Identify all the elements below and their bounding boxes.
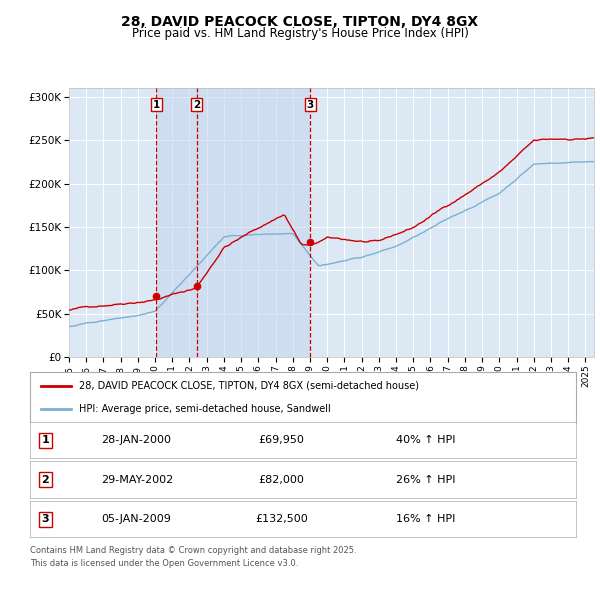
Text: This data is licensed under the Open Government Licence v3.0.: This data is licensed under the Open Gov… xyxy=(30,559,298,568)
Text: Price paid vs. HM Land Registry's House Price Index (HPI): Price paid vs. HM Land Registry's House … xyxy=(131,27,469,40)
Text: 40% ↑ HPI: 40% ↑ HPI xyxy=(396,435,455,445)
Text: 2: 2 xyxy=(41,475,49,484)
Text: 1: 1 xyxy=(152,100,160,110)
Text: 3: 3 xyxy=(41,514,49,524)
Text: £82,000: £82,000 xyxy=(258,475,304,484)
Text: £132,500: £132,500 xyxy=(255,514,308,524)
Text: 3: 3 xyxy=(307,100,314,110)
Text: 1: 1 xyxy=(41,435,49,445)
Text: 26% ↑ HPI: 26% ↑ HPI xyxy=(396,475,455,484)
Text: 2: 2 xyxy=(193,100,200,110)
Text: 05-JAN-2009: 05-JAN-2009 xyxy=(101,514,171,524)
Text: 28, DAVID PEACOCK CLOSE, TIPTON, DY4 8GX (semi-detached house): 28, DAVID PEACOCK CLOSE, TIPTON, DY4 8GX… xyxy=(79,381,419,391)
Bar xyxy=(156,88,310,357)
Text: 29-MAY-2002: 29-MAY-2002 xyxy=(101,475,173,484)
Text: 16% ↑ HPI: 16% ↑ HPI xyxy=(396,514,455,524)
Text: HPI: Average price, semi-detached house, Sandwell: HPI: Average price, semi-detached house,… xyxy=(79,404,331,414)
Text: 28-JAN-2000: 28-JAN-2000 xyxy=(101,435,171,445)
Text: £69,950: £69,950 xyxy=(258,435,304,445)
Text: Contains HM Land Registry data © Crown copyright and database right 2025.: Contains HM Land Registry data © Crown c… xyxy=(30,546,356,555)
Text: 28, DAVID PEACOCK CLOSE, TIPTON, DY4 8GX: 28, DAVID PEACOCK CLOSE, TIPTON, DY4 8GX xyxy=(121,15,479,29)
